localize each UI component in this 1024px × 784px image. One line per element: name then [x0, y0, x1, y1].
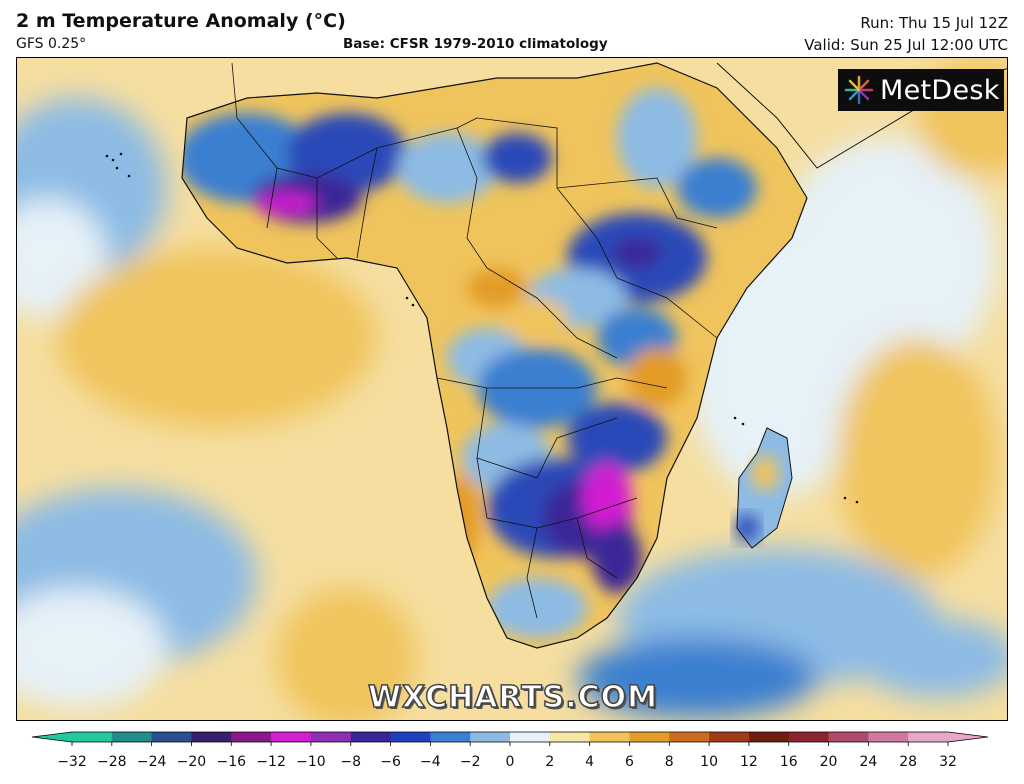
colorbar-segment: [310, 732, 352, 742]
colorbar-segments: [31, 731, 989, 743]
colorbar-segment: [549, 732, 591, 742]
colorbar-segment: [908, 732, 949, 742]
colorbar-tick-label: −6: [380, 754, 401, 770]
metdesk-logo: MetDesk: [838, 69, 1004, 111]
colorbar-segment: [828, 732, 869, 742]
land-anomalies: [182, 88, 757, 638]
colorbar-tick-label: −32: [57, 754, 87, 770]
colorbar-segment: [151, 732, 192, 742]
country-borders: [231, 62, 718, 619]
model-label: GFS 0.25°: [16, 36, 87, 52]
colorbar-segment: [191, 732, 232, 742]
colorbar-tick-label: −24: [137, 754, 167, 770]
colorbar-tick-label: −2: [460, 754, 481, 770]
chart-title: 2 m Temperature Anomaly (°C): [16, 10, 346, 32]
colorbar-tick-label: −8: [340, 754, 361, 770]
colorbar-segment: [271, 732, 312, 742]
colorbar-segment: [788, 732, 830, 742]
base-climatology-label: Base: CFSR 1979-2010 climatology: [343, 36, 608, 52]
map-canvas: [17, 58, 1007, 720]
colorbar-segment: [72, 732, 113, 742]
colorbar-segment: [510, 732, 551, 742]
colorbar-tick-label: −4: [420, 754, 441, 770]
colorbar-tick-label: 0: [506, 754, 515, 770]
colorbar: −32 −28 −24 −20 −16 −12 −10 −8 −6 −4 −2 0 2 4 6 8 10 12 16…: [31, 731, 989, 770]
colorbar-ticks: −32 −28 −24 −20 −16 −12 −10 −8 −6 −4 −2 0 2 4 6 8 10 12 16…: [57, 742, 957, 770]
colorbar-tick-label: −12: [256, 754, 286, 770]
colorbar-tick-label: 16: [780, 754, 798, 770]
colorbar-tick-label: 20: [820, 754, 838, 770]
anomaly-map: MetDesk WXCHARTS.COM: [16, 57, 1008, 721]
islands: [105, 152, 859, 504]
colorbar-tick-label: −16: [216, 754, 246, 770]
colorbar-tick-label: 8: [665, 754, 674, 770]
colorbar-tick-label: 4: [585, 754, 594, 770]
colorbar-tick-label: 24: [859, 754, 877, 770]
colorbar-tick-label: 28: [899, 754, 917, 770]
colorbar-segment: [709, 732, 750, 742]
colorbar-segment: [350, 732, 392, 742]
colorbar-segment: [470, 732, 511, 742]
colorbar-tick-label: −10: [296, 754, 326, 770]
colorbar-segment: [589, 732, 630, 742]
colorbar-segment: [231, 732, 272, 742]
colorbar-tick-label: −28: [97, 754, 127, 770]
africa-coastline: [181, 62, 808, 649]
colorbar-tick-label: 12: [740, 754, 758, 770]
colorbar-segment: [868, 732, 909, 742]
colorbar-segment: [629, 732, 670, 742]
colorbar-tick-label: 32: [939, 754, 957, 770]
colorbar-max-arrow: [948, 732, 988, 742]
madagascar: [735, 427, 793, 549]
metdesk-logo-text: MetDesk: [880, 74, 1000, 106]
metdesk-burst-icon: [844, 75, 874, 105]
colorbar-min-arrow: [32, 732, 72, 742]
colorbar-segment: [430, 732, 471, 742]
colorbar-segment: [669, 732, 710, 742]
valid-time-label: Valid: Sun 25 Jul 12:00 UTC: [804, 36, 1008, 54]
colorbar-segment: [748, 732, 790, 742]
wxcharts-watermark: WXCHARTS.COM: [367, 679, 659, 716]
colorbar-tick-label: −20: [177, 754, 207, 770]
colorbar-tick-label: 6: [625, 754, 634, 770]
run-time-label: Run: Thu 15 Jul 12Z: [860, 14, 1008, 32]
colorbar-tick-label: 2: [545, 754, 554, 770]
colorbar-segment: [111, 732, 153, 742]
colorbar-tick-label: 10: [700, 754, 718, 770]
colorbar-segment: [390, 732, 431, 742]
